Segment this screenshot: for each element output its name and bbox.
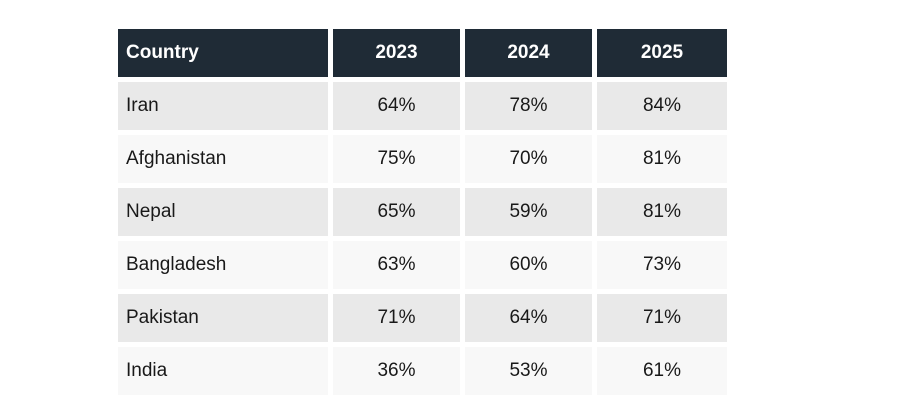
value-cell-2024: 53%	[465, 347, 592, 395]
table-row: Pakistan 71% 64% 71%	[118, 294, 727, 342]
table-row: India 36% 53% 61%	[118, 347, 727, 395]
value-cell-2023: 65%	[333, 188, 460, 236]
table-row: Iran 64% 78% 84%	[118, 82, 727, 130]
table-header-row: Country 2023 2024 2025	[118, 29, 727, 77]
table-row: Bangladesh 63% 60% 73%	[118, 241, 727, 289]
table-row: Nepal 65% 59% 81%	[118, 188, 727, 236]
value-cell-2025: 81%	[597, 188, 727, 236]
value-cell-2023: 36%	[333, 347, 460, 395]
country-cell: India	[118, 347, 328, 395]
value-cell-2023: 71%	[333, 294, 460, 342]
value-cell-2024: 59%	[465, 188, 592, 236]
value-cell-2024: 78%	[465, 82, 592, 130]
value-cell-2023: 75%	[333, 135, 460, 183]
value-cell-2024: 60%	[465, 241, 592, 289]
column-header-country: Country	[118, 29, 328, 77]
value-cell-2024: 64%	[465, 294, 592, 342]
country-cell: Iran	[118, 82, 328, 130]
column-header-2024: 2024	[465, 29, 592, 77]
table-body: Iran 64% 78% 84% Afghanistan 75% 70% 81%…	[118, 82, 727, 395]
country-percentage-table: Country 2023 2024 2025 Iran 64% 78% 84% …	[113, 24, 732, 400]
value-cell-2025: 61%	[597, 347, 727, 395]
value-cell-2023: 63%	[333, 241, 460, 289]
value-cell-2025: 81%	[597, 135, 727, 183]
country-cell: Bangladesh	[118, 241, 328, 289]
table-row: Afghanistan 75% 70% 81%	[118, 135, 727, 183]
column-header-2023: 2023	[333, 29, 460, 77]
value-cell-2025: 71%	[597, 294, 727, 342]
value-cell-2025: 84%	[597, 82, 727, 130]
country-cell: Nepal	[118, 188, 328, 236]
country-cell: Afghanistan	[118, 135, 328, 183]
column-header-2025: 2025	[597, 29, 727, 77]
value-cell-2023: 64%	[333, 82, 460, 130]
value-cell-2025: 73%	[597, 241, 727, 289]
country-cell: Pakistan	[118, 294, 328, 342]
value-cell-2024: 70%	[465, 135, 592, 183]
